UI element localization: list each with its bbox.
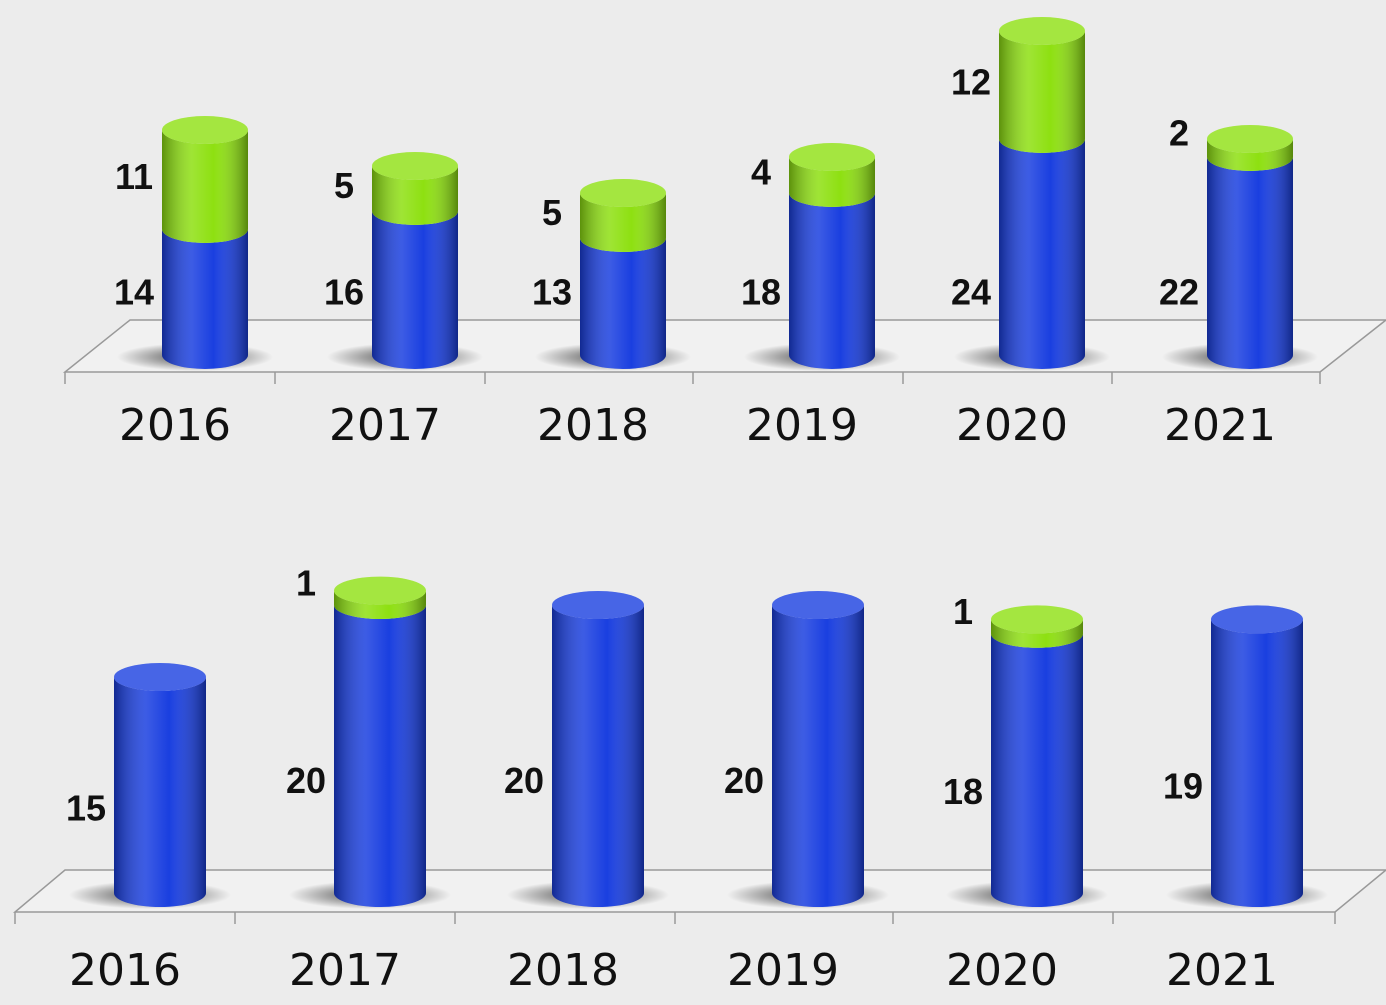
bar-cap	[114, 663, 206, 691]
x-tick-label: 2019	[727, 945, 839, 996]
bar-shade	[580, 238, 666, 369]
bar-cap-shade	[114, 663, 206, 691]
bar-cap-shade	[162, 116, 248, 144]
x-tick-label: 2019	[746, 400, 858, 451]
x-tick-label: 2017	[289, 945, 401, 996]
bar-shade	[1207, 139, 1293, 171]
bar-shade	[991, 633, 1083, 907]
bar-shade	[1207, 157, 1293, 369]
bar-shade	[999, 31, 1085, 153]
value-label: 11	[115, 156, 153, 197]
x-tick-label: 2016	[69, 945, 181, 996]
value-label: 12	[951, 62, 991, 103]
bar-cap-shade	[372, 152, 458, 180]
x-tick-label: 2018	[537, 400, 649, 451]
x-tick-label: 2021	[1164, 400, 1276, 451]
x-tick-label: 2021	[1166, 945, 1278, 996]
bar-shade	[162, 130, 248, 243]
value-label: 16	[324, 272, 364, 313]
bar-cap-shade	[334, 576, 426, 605]
bar-shade	[114, 677, 206, 907]
value-label: 4	[751, 152, 771, 193]
value-label: 14	[114, 272, 154, 313]
value-label: 20	[286, 760, 326, 801]
value-label: 13	[532, 272, 572, 313]
bar-shade	[334, 590, 426, 619]
bar-cap-shade	[580, 179, 666, 207]
value-label: 18	[741, 272, 781, 313]
bar-shade	[372, 166, 458, 225]
value-label: 20	[724, 760, 764, 801]
bar-cap	[789, 143, 875, 171]
value-label: 19	[1163, 766, 1203, 807]
bar-shade	[552, 605, 644, 907]
value-label: 1	[953, 591, 973, 632]
bar-cap	[1207, 125, 1293, 153]
x-tick-label: 2018	[507, 945, 619, 996]
bar-shade	[789, 193, 875, 369]
bar-cap-shade	[1211, 605, 1303, 634]
value-label: 24	[951, 272, 991, 313]
bar-cap	[999, 17, 1085, 45]
bar-cap	[772, 591, 864, 619]
bar-cap	[334, 576, 426, 605]
value-label: 15	[66, 787, 106, 828]
value-label: 1	[296, 562, 316, 603]
value-label: 20	[504, 760, 544, 801]
bar-cap	[372, 152, 458, 180]
bar-cap-shade	[991, 605, 1083, 634]
bar-cap-shade	[789, 143, 875, 171]
value-label: 22	[1159, 272, 1199, 313]
bar-cap	[552, 591, 644, 619]
bar-cap-shade	[552, 591, 644, 619]
bar-cap-shade	[772, 591, 864, 619]
x-tick-label: 2017	[329, 400, 441, 451]
bar-shade	[991, 619, 1083, 648]
x-tick-label: 2020	[956, 400, 1068, 451]
bar-cap-shade	[1207, 125, 1293, 153]
value-label: 5	[334, 165, 354, 206]
bar-shade	[789, 157, 875, 207]
bar-cap	[991, 605, 1083, 634]
bar-cap	[1211, 605, 1303, 634]
x-tick-label: 2020	[946, 945, 1058, 996]
value-label: 5	[542, 192, 562, 233]
bar-shade	[334, 605, 426, 907]
bar-shade	[1211, 619, 1303, 907]
value-label: 18	[943, 771, 983, 812]
bar-cap	[580, 179, 666, 207]
bar-shade	[772, 605, 864, 907]
bar-cap	[162, 116, 248, 144]
x-tick-label: 2016	[119, 400, 231, 451]
bar-cap-shade	[999, 17, 1085, 45]
bar-shade	[580, 193, 666, 252]
bar-shade	[162, 229, 248, 369]
bar-shade	[372, 211, 458, 369]
bar-shade	[999, 139, 1085, 369]
value-label: 2	[1169, 113, 1189, 154]
